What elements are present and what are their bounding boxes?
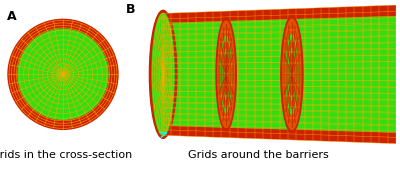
- Ellipse shape: [219, 28, 233, 121]
- Ellipse shape: [216, 18, 236, 131]
- Ellipse shape: [223, 54, 229, 94]
- Ellipse shape: [287, 47, 296, 102]
- Text: B: B: [126, 3, 136, 16]
- Ellipse shape: [285, 33, 299, 116]
- Ellipse shape: [281, 16, 303, 133]
- Ellipse shape: [152, 13, 174, 135]
- Polygon shape: [163, 5, 396, 144]
- Ellipse shape: [290, 61, 294, 88]
- Ellipse shape: [218, 21, 234, 127]
- Ellipse shape: [224, 61, 228, 88]
- Ellipse shape: [291, 67, 293, 81]
- Ellipse shape: [149, 10, 177, 138]
- Circle shape: [8, 19, 118, 129]
- Circle shape: [18, 29, 108, 119]
- Ellipse shape: [284, 26, 300, 123]
- Ellipse shape: [221, 41, 231, 108]
- Ellipse shape: [220, 34, 232, 114]
- Ellipse shape: [288, 54, 295, 95]
- Text: Grids in the cross-section: Grids in the cross-section: [0, 150, 133, 161]
- Ellipse shape: [283, 19, 301, 129]
- Ellipse shape: [222, 48, 230, 101]
- Ellipse shape: [225, 68, 227, 81]
- Polygon shape: [163, 16, 396, 132]
- Text: A: A: [7, 10, 17, 23]
- Ellipse shape: [286, 40, 298, 109]
- Text: Grids around the barriers: Grids around the barriers: [188, 150, 328, 161]
